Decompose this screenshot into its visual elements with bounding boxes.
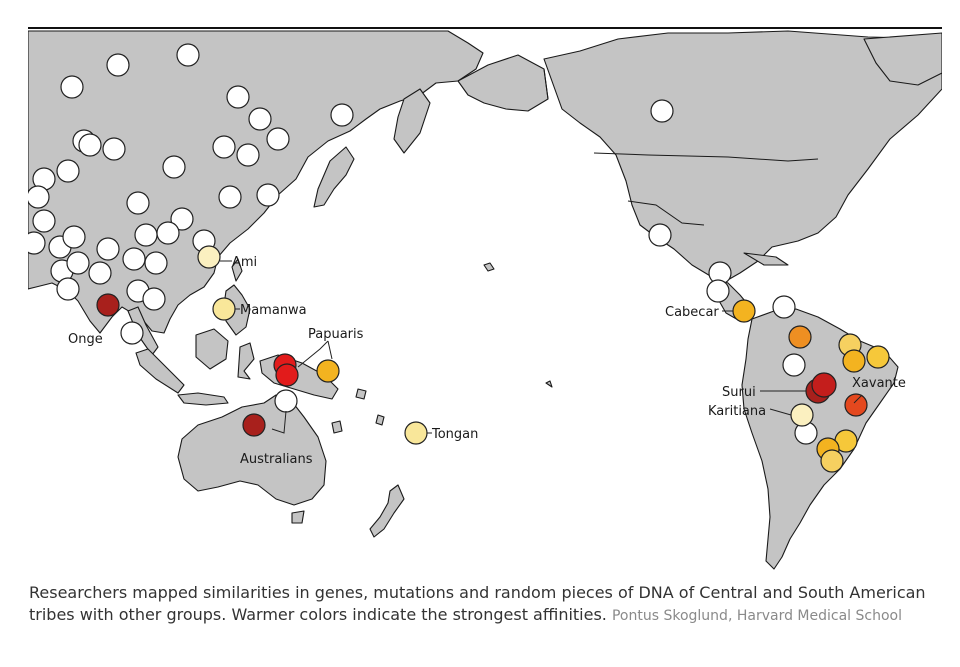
- population-point[interactable]: [156, 221, 180, 245]
- label-mamanwa: Mamanwa: [240, 303, 307, 318]
- land-cuba: [743, 252, 789, 266]
- population-point[interactable]: [842, 349, 866, 373]
- label-tongan: Tongan: [431, 427, 478, 442]
- label-surui: Surui: [722, 385, 756, 400]
- land-asia: [28, 30, 484, 334]
- population-point[interactable]: [60, 75, 84, 99]
- population-point[interactable]: [32, 209, 56, 233]
- population-point[interactable]: [266, 127, 290, 151]
- population-point[interactable]: [218, 185, 242, 209]
- population-point[interactable]: [170, 207, 194, 231]
- population-point-mamanwa[interactable]: [212, 297, 236, 321]
- population-point[interactable]: [28, 231, 46, 255]
- population-point-onge[interactable]: [96, 293, 120, 317]
- map-frame: Ami Mamanwa Onge Papuaris Australians To…: [28, 27, 942, 572]
- label-xavante: Xavante: [852, 376, 906, 391]
- land-alaska: [457, 54, 549, 112]
- map-caption: Researchers mapped similarities in genes…: [29, 582, 929, 627]
- land-sulawesi: [237, 342, 255, 380]
- land-new-zealand: [369, 484, 405, 538]
- population-point-xavante[interactable]: [844, 393, 868, 417]
- land-north-america: [543, 30, 942, 282]
- photo-credit: Pontus Skoglund, Harvard Medical School: [611, 608, 902, 624]
- population-point[interactable]: [142, 287, 166, 311]
- land-japan: [313, 146, 355, 208]
- label-onge: Onge: [68, 332, 103, 347]
- label-papuaris: Papuaris: [308, 327, 364, 342]
- americas-layer: [457, 30, 942, 570]
- population-point[interactable]: [96, 237, 120, 261]
- population-point-tongan[interactable]: [404, 421, 428, 445]
- population-point[interactable]: [176, 43, 200, 67]
- population-point[interactable]: [56, 277, 80, 301]
- population-point-ami[interactable]: [197, 245, 221, 269]
- land-tasmania: [291, 510, 305, 524]
- label-cabecar: Cabecar: [665, 305, 719, 320]
- population-points[interactable]: [28, 43, 890, 473]
- population-affinity-map: Ami Mamanwa Onge Papuaris Australians To…: [28, 30, 942, 570]
- population-point[interactable]: [88, 261, 112, 285]
- population-point[interactable]: [144, 251, 168, 275]
- population-point[interactable]: [78, 133, 102, 157]
- population-point[interactable]: [782, 353, 806, 377]
- pacific-islands: [331, 262, 553, 434]
- population-point[interactable]: [256, 183, 280, 207]
- population-point[interactable]: [122, 247, 146, 271]
- land-sumatra: [135, 348, 185, 394]
- land-greenland: [863, 32, 942, 86]
- population-point[interactable]: [106, 53, 130, 77]
- border-alaska-canada: [543, 68, 549, 100]
- population-point-papuaris[interactable]: [275, 363, 299, 387]
- population-point[interactable]: [56, 159, 80, 183]
- land-borneo: [195, 328, 229, 370]
- caption-text: Researchers mapped similarities in genes…: [29, 583, 926, 624]
- label-australians: Australians: [240, 452, 313, 467]
- population-point[interactable]: [66, 251, 90, 275]
- population-point-karitiana[interactable]: [790, 403, 814, 427]
- population-point[interactable]: [274, 389, 298, 413]
- population-point[interactable]: [866, 345, 890, 369]
- border-canada-usa: [593, 152, 819, 162]
- population-point[interactable]: [706, 279, 730, 303]
- population-point[interactable]: [648, 223, 672, 247]
- land-java: [177, 392, 229, 406]
- population-point[interactable]: [236, 143, 260, 167]
- population-point[interactable]: [120, 321, 144, 345]
- label-karitiana: Karitiana: [708, 404, 766, 419]
- population-point[interactable]: [330, 103, 354, 127]
- population-point[interactable]: [772, 295, 796, 319]
- population-point[interactable]: [126, 191, 150, 215]
- population-labels: Ami Mamanwa Onge Papuaris Australians To…: [68, 255, 906, 467]
- population-point[interactable]: [134, 223, 158, 247]
- land-taiwan: [231, 258, 243, 282]
- population-point[interactable]: [226, 85, 250, 109]
- population-point[interactable]: [650, 99, 674, 123]
- label-leaders: [220, 260, 863, 434]
- population-point[interactable]: [162, 155, 186, 179]
- population-point[interactable]: [248, 107, 272, 131]
- population-point[interactable]: [102, 137, 126, 161]
- population-point[interactable]: [788, 325, 812, 349]
- population-point-papuaris[interactable]: [316, 359, 340, 383]
- border-usa-mexico: [627, 200, 705, 226]
- population-point[interactable]: [28, 185, 50, 209]
- population-point-cabecar[interactable]: [732, 299, 756, 323]
- population-point-surui[interactable]: [811, 372, 837, 398]
- label-ami: Ami: [232, 255, 257, 270]
- population-point-australians[interactable]: [242, 413, 266, 437]
- population-point[interactable]: [212, 135, 236, 159]
- land-kamchatka: [393, 88, 431, 154]
- population-point[interactable]: [62, 225, 86, 249]
- population-point[interactable]: [820, 449, 844, 473]
- land-australia: [177, 394, 327, 506]
